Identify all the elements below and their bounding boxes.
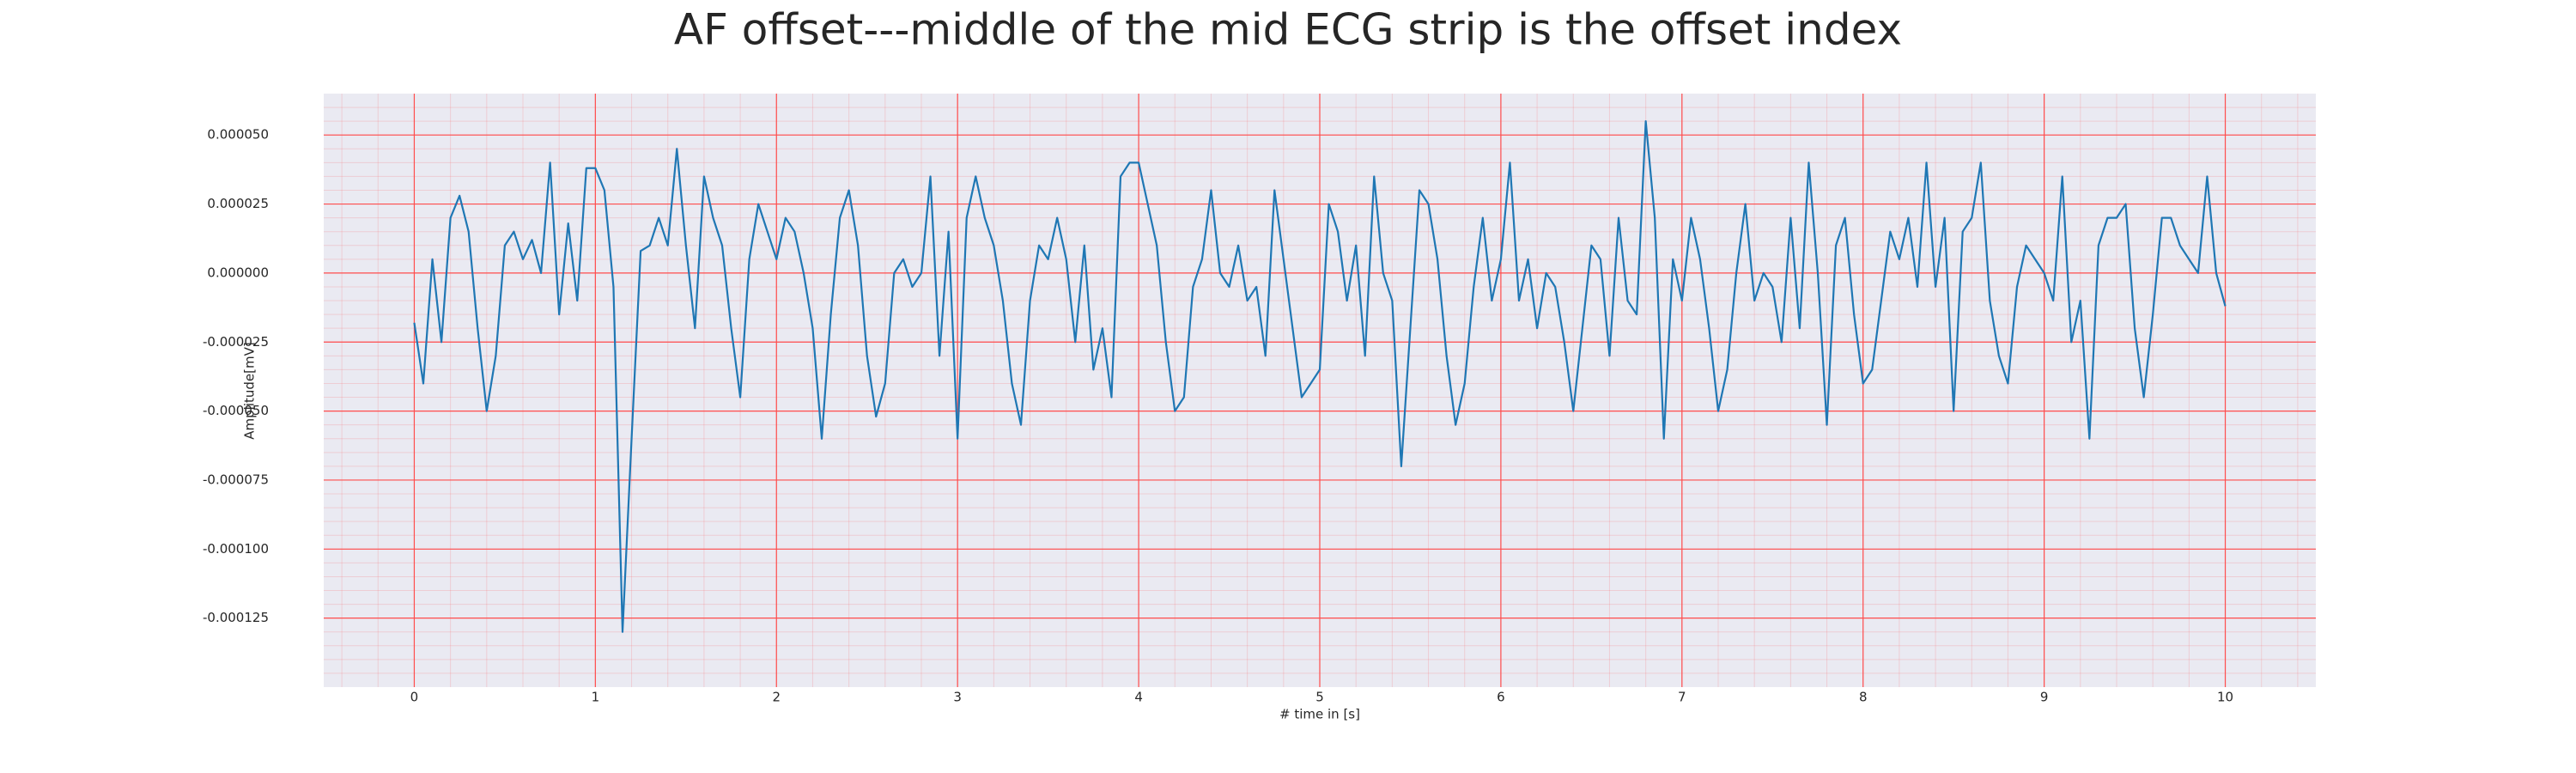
x-tick-label: 10 (2217, 690, 2233, 705)
y-tick-label: 0.000025 (207, 196, 269, 211)
x-tick-label: 3 (953, 690, 962, 705)
y-tick-label: -0.000025 (203, 334, 269, 350)
x-tick-label: 0 (410, 690, 419, 705)
y-tick-label: -0.000125 (203, 610, 269, 625)
y-axis-label: Amplitude[mV] (242, 342, 258, 439)
x-tick-label: 7 (1678, 690, 1686, 705)
x-axis-label: # time in [s] (1279, 707, 1360, 722)
x-tick-label: 5 (1315, 690, 1324, 705)
x-tick-label: 8 (1859, 690, 1868, 705)
x-tick-label: 4 (1134, 690, 1143, 705)
x-tick-label: 9 (2040, 690, 2049, 705)
y-tick-label: 0.000050 (207, 127, 269, 143)
ecg-line (413, 120, 2227, 633)
y-tick-label: 0.000000 (207, 265, 269, 280)
x-tick-label: 2 (772, 690, 781, 705)
y-tick-label: -0.000075 (203, 472, 269, 487)
x-tick-label: 1 (592, 690, 600, 705)
y-tick-label: -0.000100 (203, 541, 269, 557)
y-tick-label: -0.000050 (203, 403, 269, 418)
x-tick-label: 6 (1497, 690, 1505, 705)
chart-title: AF offset---middle of the mid ECG strip … (674, 5, 1902, 55)
